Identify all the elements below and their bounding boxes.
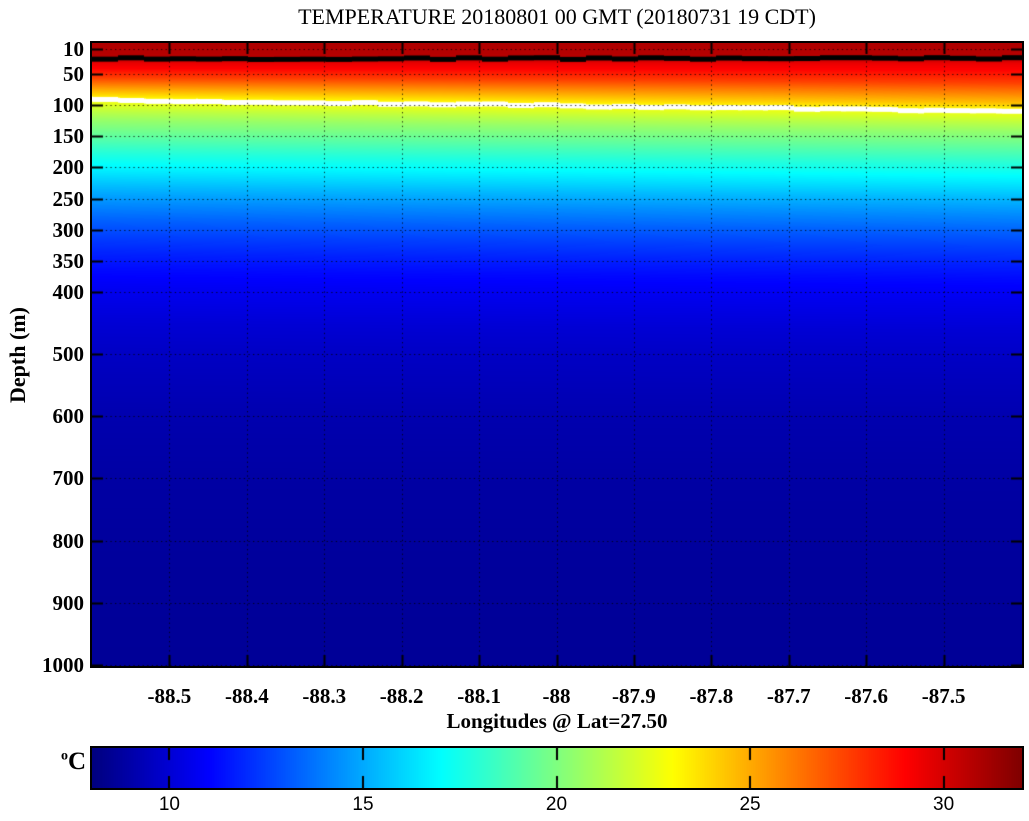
colorbar-tick-label: 30 xyxy=(933,794,955,815)
colorbar-tick-label: 25 xyxy=(739,794,761,815)
x-tick-label: -87.7 xyxy=(766,684,811,708)
x-tick-label: -88.3 xyxy=(302,684,347,708)
y-tick-label: 700 xyxy=(52,466,85,491)
plot-area xyxy=(90,41,1024,668)
y-tick-label: 300 xyxy=(52,217,85,242)
x-axis-label: Longitudes @ Lat=27.50 xyxy=(446,709,668,733)
x-tick-label: -88.2 xyxy=(379,684,424,708)
degree-symbol: o xyxy=(60,748,68,764)
chart-title: TEMPERATURE 20180801 00 GMT (20180731 19… xyxy=(298,4,816,29)
x-tick-label: -88.5 xyxy=(147,684,192,708)
y-tick-label: 350 xyxy=(52,248,85,273)
colorbar xyxy=(90,746,1024,790)
y-tick-label: 10 xyxy=(63,37,84,62)
x-tick-label: -88.1 xyxy=(457,684,501,708)
unit-letter: C xyxy=(67,748,86,775)
colorbar-tick-label: 20 xyxy=(545,794,568,815)
colorbar-canvas xyxy=(92,748,1022,788)
y-tick-label: 500 xyxy=(52,342,85,366)
colorbar-tick-label: 10 xyxy=(158,794,180,815)
y-tick-label: 900 xyxy=(52,590,85,615)
y-tick-label: 800 xyxy=(52,528,85,553)
x-tick-label: -87.5 xyxy=(921,684,966,708)
colorbar-unit-label: oC xyxy=(28,748,86,776)
y-tick-label: 250 xyxy=(52,186,85,211)
y-tick-label: 200 xyxy=(52,155,85,180)
y-tick-label: 150 xyxy=(52,124,85,149)
y-tick-label: 50 xyxy=(63,62,84,87)
y-tick-label: 1000 xyxy=(42,653,84,677)
y-tick-label: 400 xyxy=(52,279,85,304)
x-tick-label: -87.8 xyxy=(689,684,734,708)
y-tick-label: 100 xyxy=(52,93,85,118)
heatmap-canvas xyxy=(92,43,1022,666)
x-tick-label: -88 xyxy=(542,684,571,708)
x-tick-label: -87.9 xyxy=(612,684,656,708)
colorbar-tick-label: 15 xyxy=(352,794,374,815)
x-tick-label: -87.6 xyxy=(844,684,889,708)
y-tick-label: 600 xyxy=(52,404,85,429)
x-tick-label: -88.4 xyxy=(224,684,269,708)
